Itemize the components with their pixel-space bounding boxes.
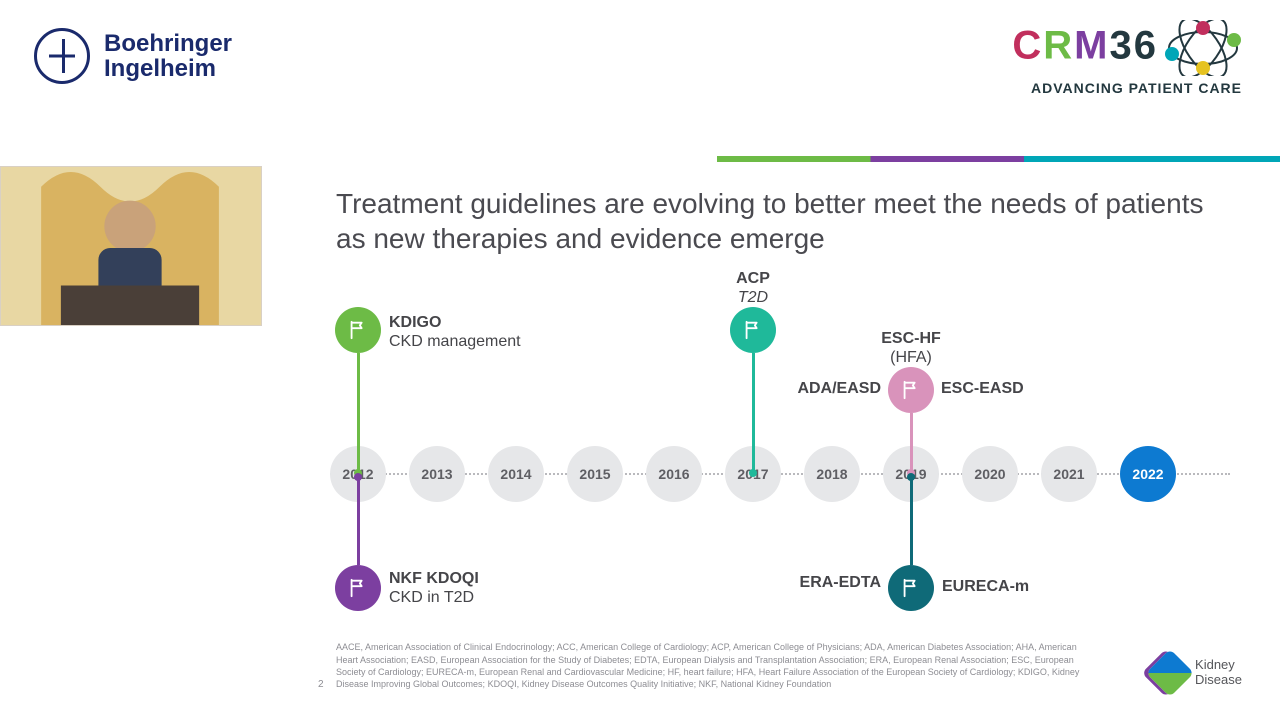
event-label: ESC-HF(HFA)	[881, 329, 941, 367]
boehringer-mark-icon	[34, 28, 90, 84]
timeline-year: 2020	[962, 446, 1018, 502]
timeline-event-eureca: EURECA-m	[888, 473, 934, 611]
side-label-esc-easd: ESC-EASD	[941, 380, 1024, 398]
timeline-year: 2015	[567, 446, 623, 502]
timeline-event-kdigo: KDIGOCKD management	[335, 307, 381, 477]
flag-icon	[335, 565, 381, 611]
boehringer-text: Boehringer Ingelheim	[104, 31, 232, 81]
company-line2: Ingelheim	[104, 56, 232, 81]
crm360-tagline: ADVANCING PATIENT CARE	[1012, 80, 1242, 96]
event-label: KDIGOCKD management	[389, 313, 521, 351]
boehringer-logo: Boehringer Ingelheim	[34, 28, 232, 84]
presenter-thumbnail	[0, 166, 262, 326]
side-label-ada-easd: ADA/EASD	[797, 380, 881, 398]
footnotes: AACE, American Association of Clinical E…	[336, 641, 1080, 690]
timeline: 2012201320142015201620172018201920202021…	[330, 442, 1230, 504]
timeline-year: 2014	[488, 446, 544, 502]
kidney-disease-logo: Kidney Disease	[1153, 656, 1242, 690]
kidney-logo-icon	[1146, 649, 1194, 697]
timeline-event-kdoqi: NKF KDOQICKD in T2D	[335, 473, 381, 611]
company-line1: Boehringer	[104, 31, 232, 56]
slide: Boehringer Ingelheim CRM36 ADVANCING PAT…	[0, 0, 1280, 720]
presenter-silhouette-icon	[1, 167, 261, 325]
event-label: NKF KDOQICKD in T2D	[389, 569, 479, 607]
flag-icon	[730, 307, 776, 353]
timeline-event-esc-hf: ESC-HF(HFA)	[888, 367, 934, 477]
flag-icon	[335, 307, 381, 353]
slide-title: Treatment guidelines are evolving to bet…	[336, 186, 1220, 256]
page-number: 2	[318, 679, 324, 690]
flag-icon	[888, 565, 934, 611]
event-stem	[357, 353, 360, 473]
timeline-year: 2016	[646, 446, 702, 502]
crm360-wordmark: CRM36	[1012, 20, 1242, 76]
flag-icon	[888, 367, 934, 413]
event-stem	[910, 477, 913, 565]
event-stem	[752, 353, 755, 473]
crm360-orbit-icon	[1164, 20, 1242, 76]
timeline-event-acp: ACPT2D	[730, 307, 776, 477]
side-label-era-edta: ERA-EDTA	[800, 574, 881, 592]
kidney-logo-line1: Kidney	[1195, 658, 1242, 673]
event-stem	[910, 413, 913, 473]
event-stem	[357, 477, 360, 565]
crm360-logo: CRM36 ADVANCING PATIENT CARE	[1012, 20, 1242, 96]
timeline-year: 2021	[1041, 446, 1097, 502]
event-label: EURECA-m	[942, 577, 1029, 596]
timeline-year: 2018	[804, 446, 860, 502]
header: Boehringer Ingelheim CRM36 ADVANCING PAT…	[0, 0, 1280, 160]
kidney-logo-line2: Disease	[1195, 673, 1242, 688]
timeline-year: 2022	[1120, 446, 1176, 502]
event-label: ACPT2D	[736, 269, 770, 307]
event-end-dot	[749, 469, 757, 477]
accent-bar	[0, 156, 1280, 162]
timeline-year: 2013	[409, 446, 465, 502]
